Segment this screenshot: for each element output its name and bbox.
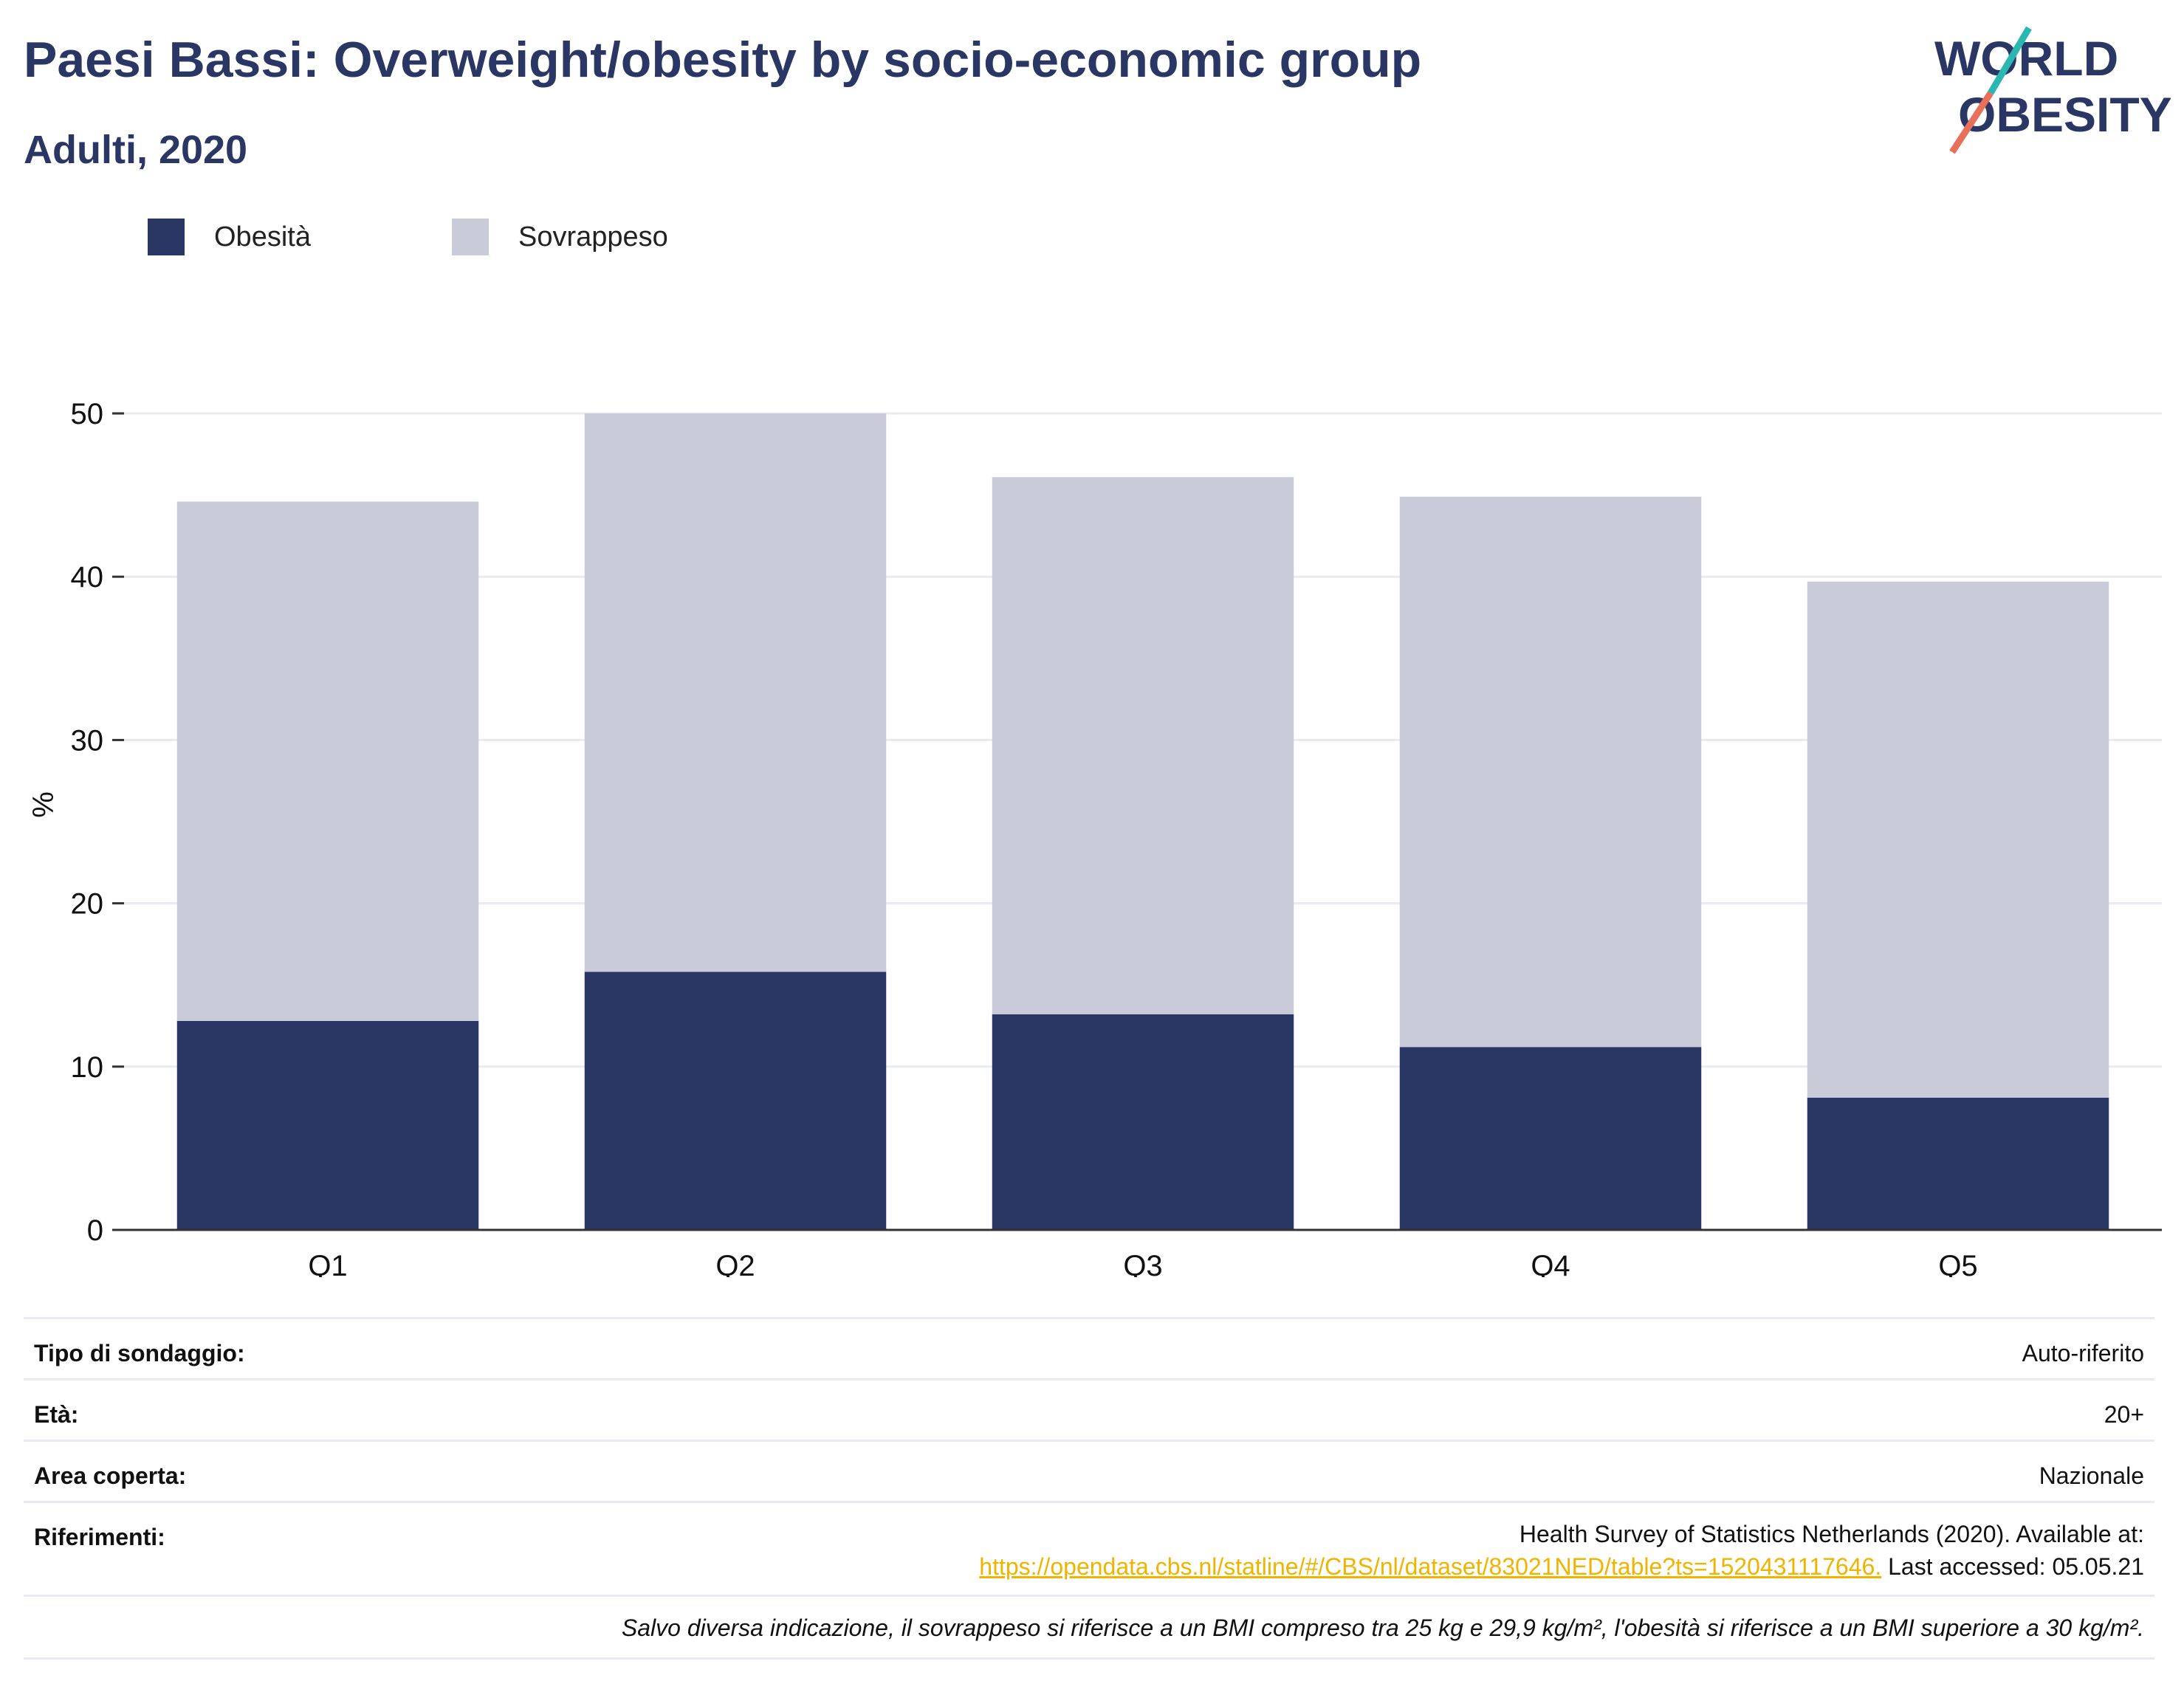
x-tick-label: Q3: [1123, 1250, 1162, 1277]
bar-sovrappeso-q2[interactable]: [584, 413, 887, 972]
logo-teal-slash: [1988, 26, 2032, 95]
y-tick-label: 40: [71, 561, 104, 594]
x-tick-label: Q2: [715, 1250, 755, 1277]
chart-subtitle: Adulti, 2020: [24, 128, 248, 172]
world-obesity-logo: WORLD OBESITY: [1934, 26, 2171, 154]
bars: [176, 413, 2109, 1230]
info-label-survey-type: Tipo di sondaggio:: [34, 1340, 245, 1366]
x-tick-label: Q4: [1531, 1250, 1570, 1277]
x-tick-label: Q5: [1938, 1250, 1977, 1277]
bar-sovrappeso-q1[interactable]: [176, 501, 479, 1021]
logo-line1: WORLD: [1934, 31, 2118, 86]
legend-swatch-obesita: [148, 219, 185, 255]
legend-item-obesita[interactable]: Obesità: [148, 219, 311, 255]
bar-obesita-q5[interactable]: [1807, 1097, 2109, 1230]
info-value-references: Health Survey of Statistics Netherlands …: [979, 1518, 2144, 1583]
info-row-references: Riferimenti: Health Survey of Statistics…: [24, 1501, 2154, 1595]
legend-label-obesita: Obesità: [214, 221, 311, 252]
axes: 0 10 20 30 40 50 Q1 Q2 Q3 Q4 Q5: [71, 398, 2162, 1277]
bar-obesita-q3[interactable]: [992, 1014, 1294, 1230]
chart-title: Paesi Bassi: Overweight/obesity by socio…: [24, 32, 1422, 88]
reference-text: Health Survey of Statistics Netherlands …: [1519, 1521, 2144, 1547]
bar-obesita-q2[interactable]: [584, 972, 887, 1230]
x-tick-label: Q1: [308, 1250, 347, 1277]
info-value-age: 20+: [2104, 1401, 2144, 1428]
info-label-area: Area coperta:: [34, 1462, 187, 1489]
y-tick-label: 50: [71, 398, 104, 430]
footnote-row: Salvo diversa indicazione, il sovrappeso…: [24, 1595, 2154, 1660]
stacked-bar-chart: 0 10 20 30 40 50 Q1 Q2 Q3 Q4 Q5 %: [27, 398, 2162, 1277]
legend-swatch-sovrappeso: [452, 219, 489, 255]
reference-accessed: Last accessed: 05.05.21: [1888, 1553, 2144, 1580]
info-row-survey-type: Tipo di sondaggio: Auto-riferito: [24, 1317, 2154, 1378]
y-axis-label: %: [27, 791, 60, 818]
legend-label-sovrappeso: Sovrappeso: [518, 221, 668, 252]
info-row-area: Area coperta: Nazionale: [24, 1440, 2154, 1501]
bar-sovrappeso-q3[interactable]: [992, 477, 1294, 1015]
y-tick-label: 20: [71, 888, 104, 921]
bar-obesita-q1[interactable]: [176, 1020, 479, 1230]
reference-link-line: https://opendata.cbs.nl/statline/#/CBS/n…: [979, 1550, 2144, 1583]
logo-line2: OBESITY: [1958, 87, 2171, 142]
bar-sovrappeso-q4[interactable]: [1399, 496, 1702, 1048]
y-tick-label: 30: [71, 724, 104, 757]
y-tick-label: 0: [87, 1214, 103, 1247]
y-tick-label: 10: [71, 1051, 104, 1084]
info-value-survey-type: Auto-riferito: [2022, 1340, 2144, 1366]
bar-obesita-q4[interactable]: [1399, 1047, 1702, 1230]
bar-sovrappeso-q5[interactable]: [1807, 581, 2109, 1098]
logo-coral-slash: [1949, 91, 1994, 154]
reference-link[interactable]: https://opendata.cbs.nl/statline/#/CBS/n…: [979, 1553, 1882, 1580]
info-table: Tipo di sondaggio: Auto-riferito Età: 20…: [24, 1317, 2154, 1660]
info-row-age: Età: 20+: [24, 1378, 2154, 1440]
info-value-area: Nazionale: [2039, 1462, 2144, 1489]
legend-item-sovrappeso[interactable]: Sovrappeso: [452, 219, 668, 255]
footnote: Salvo diversa indicazione, il sovrappeso…: [621, 1615, 2144, 1641]
info-label-references: Riferimenti:: [34, 1524, 165, 1550]
info-label-age: Età:: [34, 1401, 79, 1428]
